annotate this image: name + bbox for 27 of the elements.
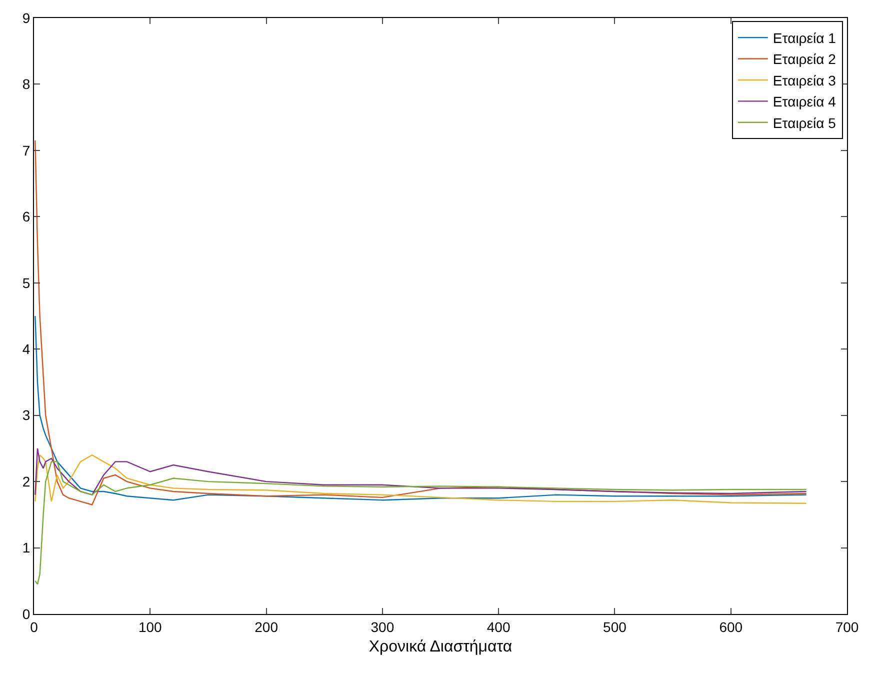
x-tick-label: 100 [138, 618, 162, 635]
y-tick-label: 0 [22, 606, 30, 622]
x-tick-label: 700 [835, 618, 859, 635]
y-tick-label: 1 [22, 540, 30, 556]
legend-label: Εταιρεία 4 [772, 94, 836, 110]
legend-label: Εταιρεία 2 [772, 51, 836, 68]
line-series [34, 315, 807, 501]
line-series [34, 448, 807, 496]
legend-label: Εταιρεία 1 [772, 30, 836, 46]
y-tick-label: 5 [22, 274, 30, 291]
y-tick-label: 8 [22, 76, 30, 92]
line-series [34, 461, 807, 585]
y-tick-label: 9 [22, 10, 30, 26]
legend-label: Εταιρεία 5 [772, 114, 836, 131]
x-tick-label: 200 [254, 618, 278, 635]
x-tick-label: 500 [603, 618, 627, 635]
y-tick-label: 4 [22, 341, 30, 358]
line-series [34, 454, 807, 504]
x-tick-label: 300 [370, 618, 394, 635]
legend-label: Εταιρεία 3 [772, 72, 836, 88]
x-tick-label: 400 [486, 618, 510, 635]
x-tick-label: 600 [719, 618, 743, 635]
y-tick-label: 6 [22, 208, 30, 225]
x-axis-title: Χρονικά Διαστήματα [368, 638, 512, 656]
y-tick-label: 7 [22, 142, 30, 158]
y-tick-label: 2 [22, 473, 30, 490]
y-tick-label: 3 [22, 407, 30, 424]
